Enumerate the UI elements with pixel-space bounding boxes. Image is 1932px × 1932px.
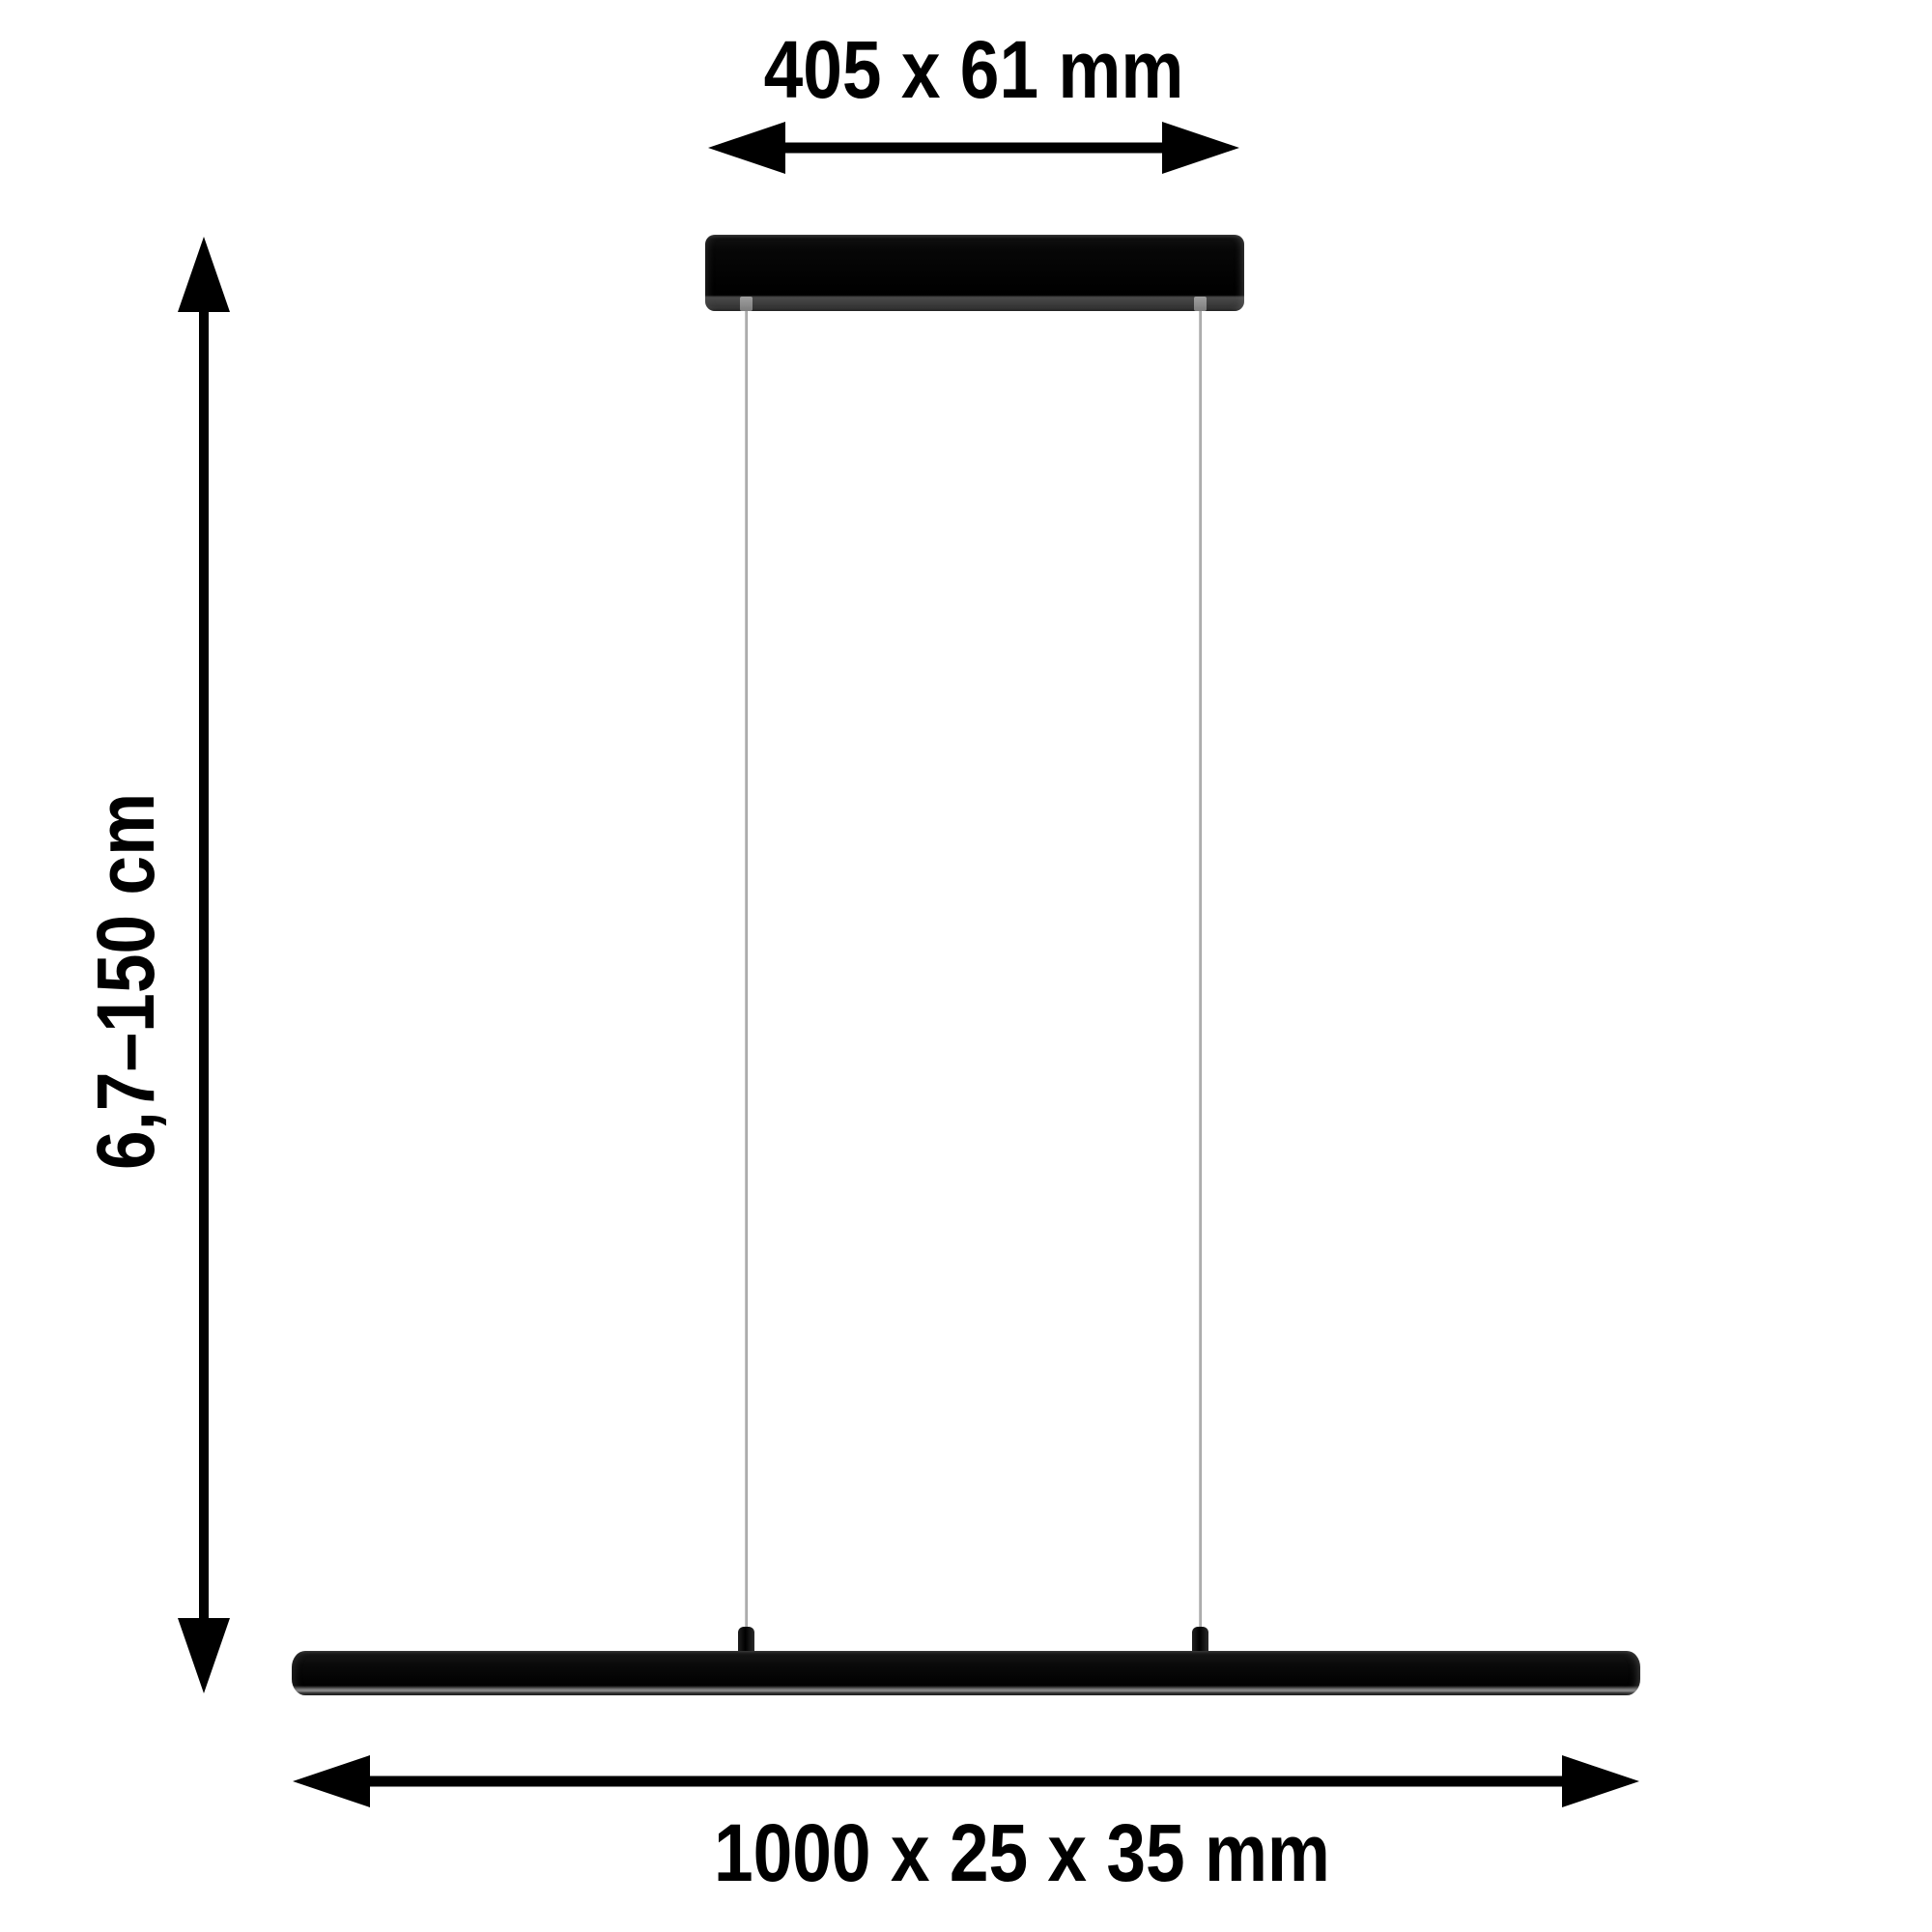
arrow-head-bottom: [178, 1618, 230, 1693]
cable-connector-left: [738, 1627, 754, 1656]
cable-gland-right: [1194, 297, 1207, 311]
ceiling-canopy: [705, 235, 1244, 311]
suspension-cable-right: [1199, 309, 1202, 1631]
luminaire-length-arrow-icon: [293, 1755, 1639, 1807]
height-arrow-icon: [178, 237, 230, 1693]
suspension-cable-left: [745, 309, 748, 1631]
arrow-head-left: [293, 1755, 370, 1807]
arrow-head-right: [1162, 122, 1239, 174]
canopy-width-arrow-icon: [708, 122, 1239, 174]
cable-connector-right: [1192, 1627, 1208, 1656]
arrow-head-right: [1562, 1755, 1639, 1807]
luminaire-dimension-label: 1000 x 25 x 35 mm: [714, 1807, 1330, 1898]
height-dimension-label: 6,7–150 cm: [80, 792, 171, 1171]
cable-gland-left: [740, 297, 753, 311]
luminaire-bar: [292, 1651, 1640, 1695]
arrow-head-left: [708, 122, 785, 174]
canopy-dimension-label: 405 x 61 mm: [763, 24, 1184, 115]
arrow-head-top: [178, 237, 230, 312]
